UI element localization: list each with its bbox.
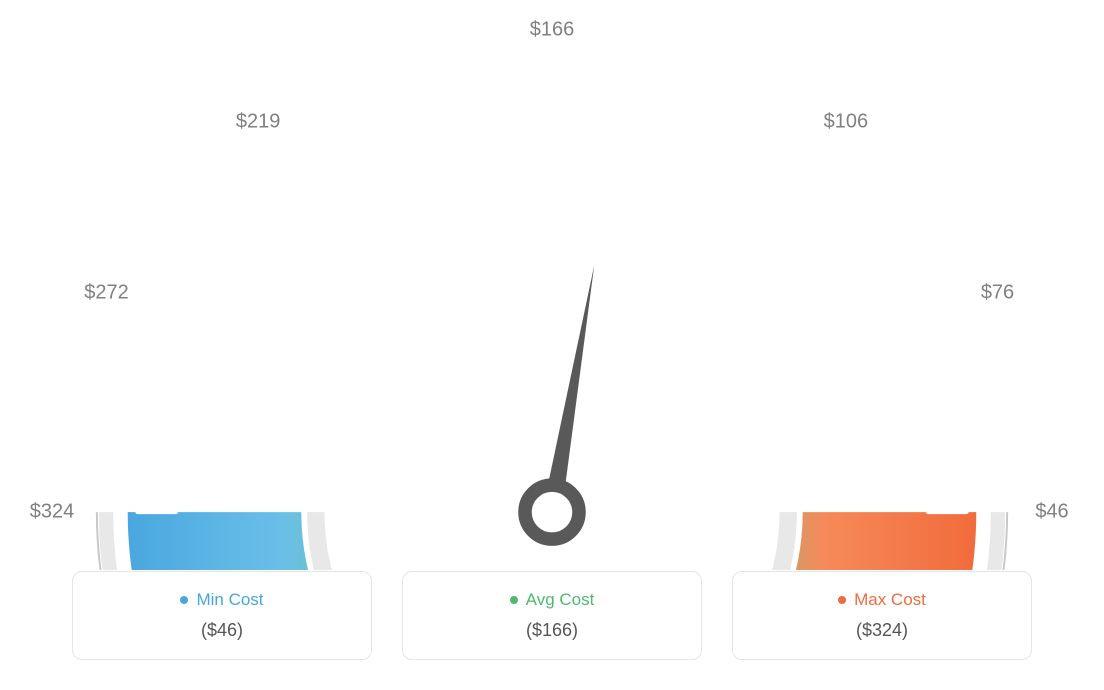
legend-dot-max [838, 596, 846, 604]
legend-dot-avg [510, 596, 518, 604]
legend-label-avg: Avg Cost [526, 590, 595, 610]
legend-card-min: Min Cost ($46) [72, 571, 372, 660]
legend-value-min: ($46) [201, 620, 243, 641]
legend-value-max: ($324) [856, 620, 908, 641]
gauge-chart: $46$76$106$166$219$272$324 [52, 30, 1052, 570]
scale-label: $46 [1035, 501, 1068, 524]
scale-label: $272 [84, 282, 129, 305]
legend-row: Min Cost ($46) Avg Cost ($166) Max Cost … [72, 571, 1032, 660]
legend-label-min: Min Cost [196, 590, 263, 610]
scale-label: $106 [824, 111, 869, 134]
legend-card-avg: Avg Cost ($166) [402, 571, 702, 660]
scale-label: $166 [530, 19, 575, 42]
legend-value-avg: ($166) [526, 620, 578, 641]
scale-label: $76 [981, 282, 1014, 305]
gauge-svg [52, 30, 1052, 570]
scale-label: $219 [236, 111, 281, 134]
scale-label: $324 [30, 501, 75, 524]
legend-card-max: Max Cost ($324) [732, 571, 1032, 660]
legend-dot-min [180, 596, 188, 604]
legend-label-max: Max Cost [854, 590, 926, 610]
